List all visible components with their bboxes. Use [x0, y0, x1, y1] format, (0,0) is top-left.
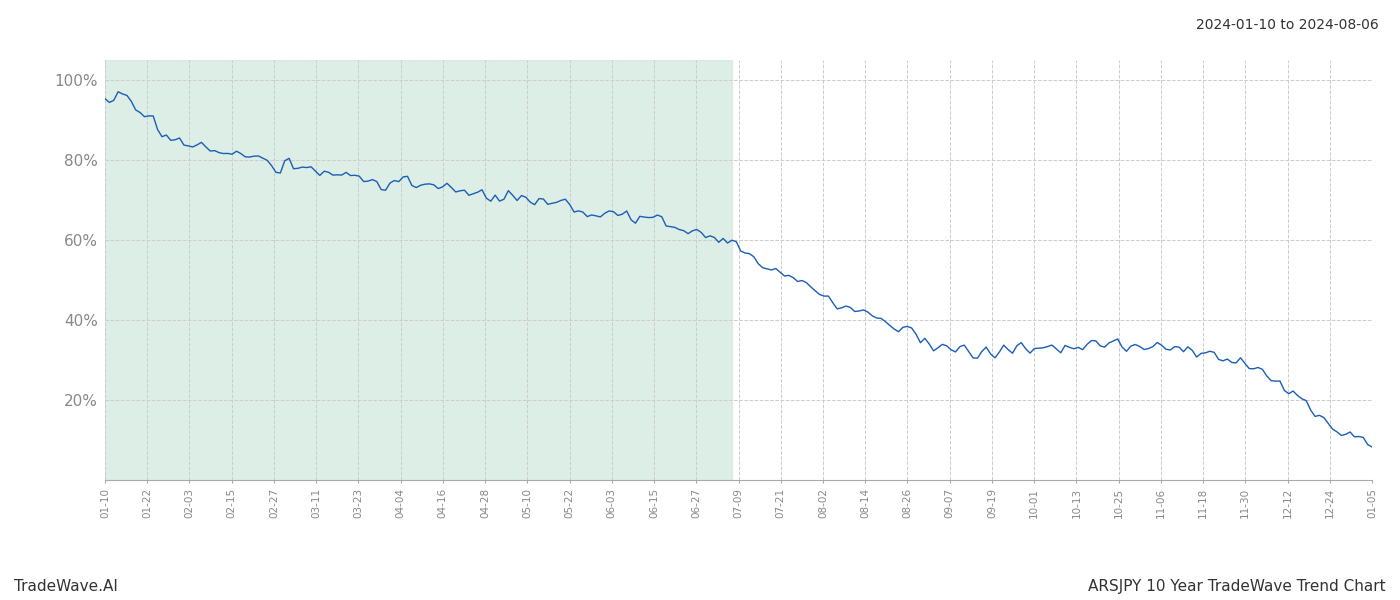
- Text: ARSJPY 10 Year TradeWave Trend Chart: ARSJPY 10 Year TradeWave Trend Chart: [1088, 579, 1386, 594]
- Text: 2024-01-10 to 2024-08-06: 2024-01-10 to 2024-08-06: [1196, 18, 1379, 32]
- Bar: [105, 60, 732, 480]
- Text: TradeWave.AI: TradeWave.AI: [14, 579, 118, 594]
